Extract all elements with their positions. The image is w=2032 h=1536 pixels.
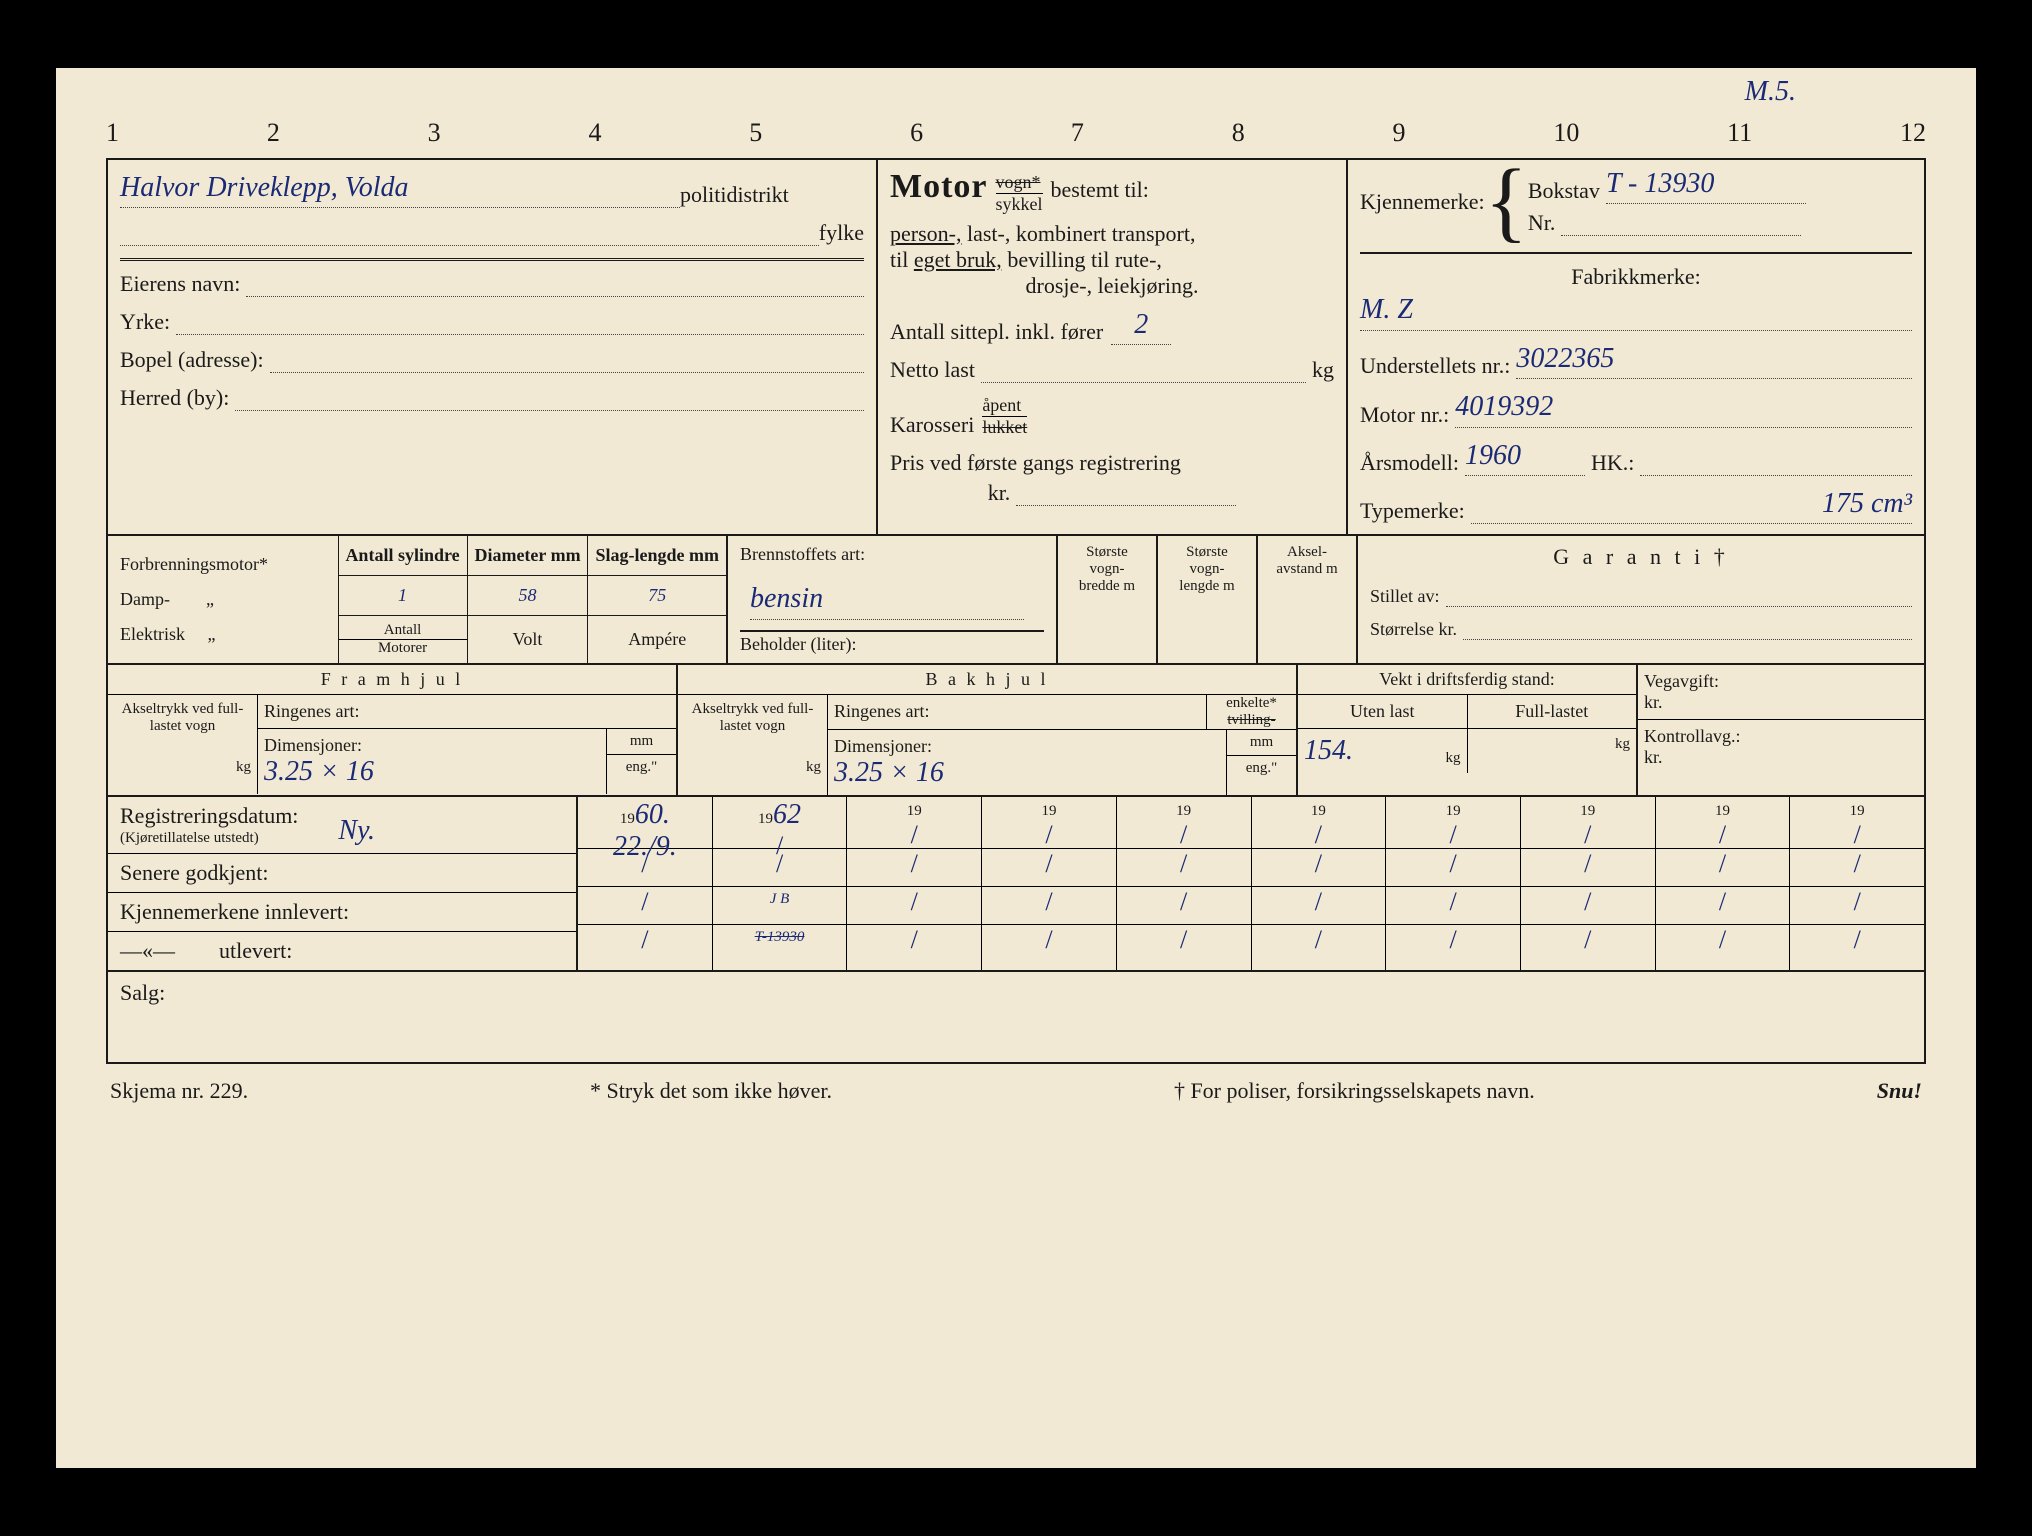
herred-label: Herred (by): [120,385,229,411]
dim-front: 3.25 × 16 [264,756,600,788]
brace-icon: { [1485,172,1528,232]
ruler-tick: 6 [910,118,923,148]
dim-back: 3.25 × 16 [834,757,1220,789]
sykkel: sykkel [996,194,1043,215]
reg-grid: 1960. 22./9. / / / 1962 / / J B [578,797,1924,972]
framhjul-block: F r a m h j u l Akseltrykk ved full-last… [108,665,678,797]
fabrikk-value: M. Z [1360,294,1912,330]
politidistrikt-label: politidistrikt [680,182,789,208]
netto-label: Netto last [890,357,975,383]
uten-last-value: 154. [1304,735,1446,767]
ruler-tick: 1 [106,118,119,148]
pris-label: Pris ved første gangs registrering [890,450,1334,476]
bopel-label: Bopel (adresse): [120,347,264,373]
salg-block: Salg: [108,972,1924,1062]
fuel-value: bensin [750,583,1024,619]
eier-label: Eierens navn: [120,271,240,297]
karosseri-label: Karosseri [890,412,974,438]
eget-bruk: eget bruk, [914,247,1002,272]
registration-card: M.5. 1 2 3 4 5 6 7 8 9 10 11 12 Halvor D… [56,68,1976,1468]
ny: Ny. [338,815,375,847]
yrke-label: Yrke: [120,309,170,335]
ruler: 1 2 3 4 5 6 7 8 9 10 11 12 [106,98,1926,158]
ruler-tick: 3 [428,118,441,148]
engine-type-block: Forbrenningsmotor* Damp- „ Elektrisk „ A… [108,536,728,664]
ruler-tick: 8 [1232,118,1245,148]
vekt-block: Vekt i driftsferdig stand: Uten last Ful… [1298,665,1638,797]
syl-value: 1 [338,576,467,616]
ruler-tick: 7 [1071,118,1084,148]
sittepl-label: Antall sittepl. inkl. fører [890,319,1103,345]
ruler-tick: 9 [1393,118,1406,148]
bakhjul-block: B a k h j u l Akseltrykk ved full-lastet… [678,665,1298,797]
footnote-poliser: † For poliser, forsikringsselskapets nav… [1174,1078,1535,1104]
vogn-struck: vogn* [996,172,1043,194]
ruler-tick: 11 [1727,118,1752,148]
ruler-tick: 5 [749,118,762,148]
footnote-stryk: * Stryk det som ikke høver. [590,1078,832,1104]
arsmodell-value: 1960 [1465,440,1585,476]
snu: Snu! [1877,1078,1922,1104]
slag-value: 75 [588,576,726,616]
bokstav-value: T - 13930 [1606,168,1806,204]
footer: Skjema nr. 229. * Stryk det som ikke høv… [106,1064,1926,1104]
bredde-cell: Største vogn-bredde m [1058,536,1158,664]
lengde-cell: Største vogn-lengde m [1158,536,1258,664]
top-note: M.5. [1745,76,1796,108]
ruler-tick: 12 [1900,118,1926,148]
avgift-block: Vegavgift: kr. Kontrollavg.: kr. [1638,665,1924,797]
kjennemerke-label: Kjennemerke: [1360,189,1485,215]
understell-value: 3022365 [1516,343,1912,379]
motor-block: Motor vogn* sykkel bestemt til: person-,… [878,160,1348,536]
motor-title: Motor [890,168,988,205]
fabrikk-label: Fabrikkmerke: [1360,264,1912,290]
form: Halvor Driveklepp, Volda politidistrikt … [106,158,1926,1064]
sittepl-value: 2 [1111,309,1171,345]
typemerke-value: 175 cm³ [1471,488,1912,524]
diameter-value: 58 [467,576,588,616]
lukket-struck: lukket [982,417,1027,438]
politidistrikt-value: Halvor Driveklepp, Volda [120,172,680,208]
fuel-block: Brennstoffets art: bensin Beholder (lite… [728,536,1058,664]
aksel-cell: Aksel-avstand m [1258,536,1358,664]
fylke-value [120,226,819,247]
person-struck: person-, [890,221,961,246]
kjenne-block: Kjennemerke: { Bokstav T - 13930 Nr. Fab… [1348,160,1924,536]
ruler-tick: 2 [267,118,280,148]
bestemt-label: bestemt til: [1051,177,1149,202]
garanti-block: G a r a n t i † Stillet av: Størrelse kr… [1358,536,1924,664]
reg-labels: Registreringsdatum: (Kjøretillatelse uts… [108,797,578,972]
ruler-tick: 10 [1553,118,1579,148]
fylke-label: fylke [819,220,864,246]
ruler-tick: 4 [588,118,601,148]
skjema-nr: Skjema nr. 229. [110,1078,248,1104]
motornr-value: 4019392 [1455,391,1912,427]
owner-block: Halvor Driveklepp, Volda politidistrikt … [108,160,878,536]
